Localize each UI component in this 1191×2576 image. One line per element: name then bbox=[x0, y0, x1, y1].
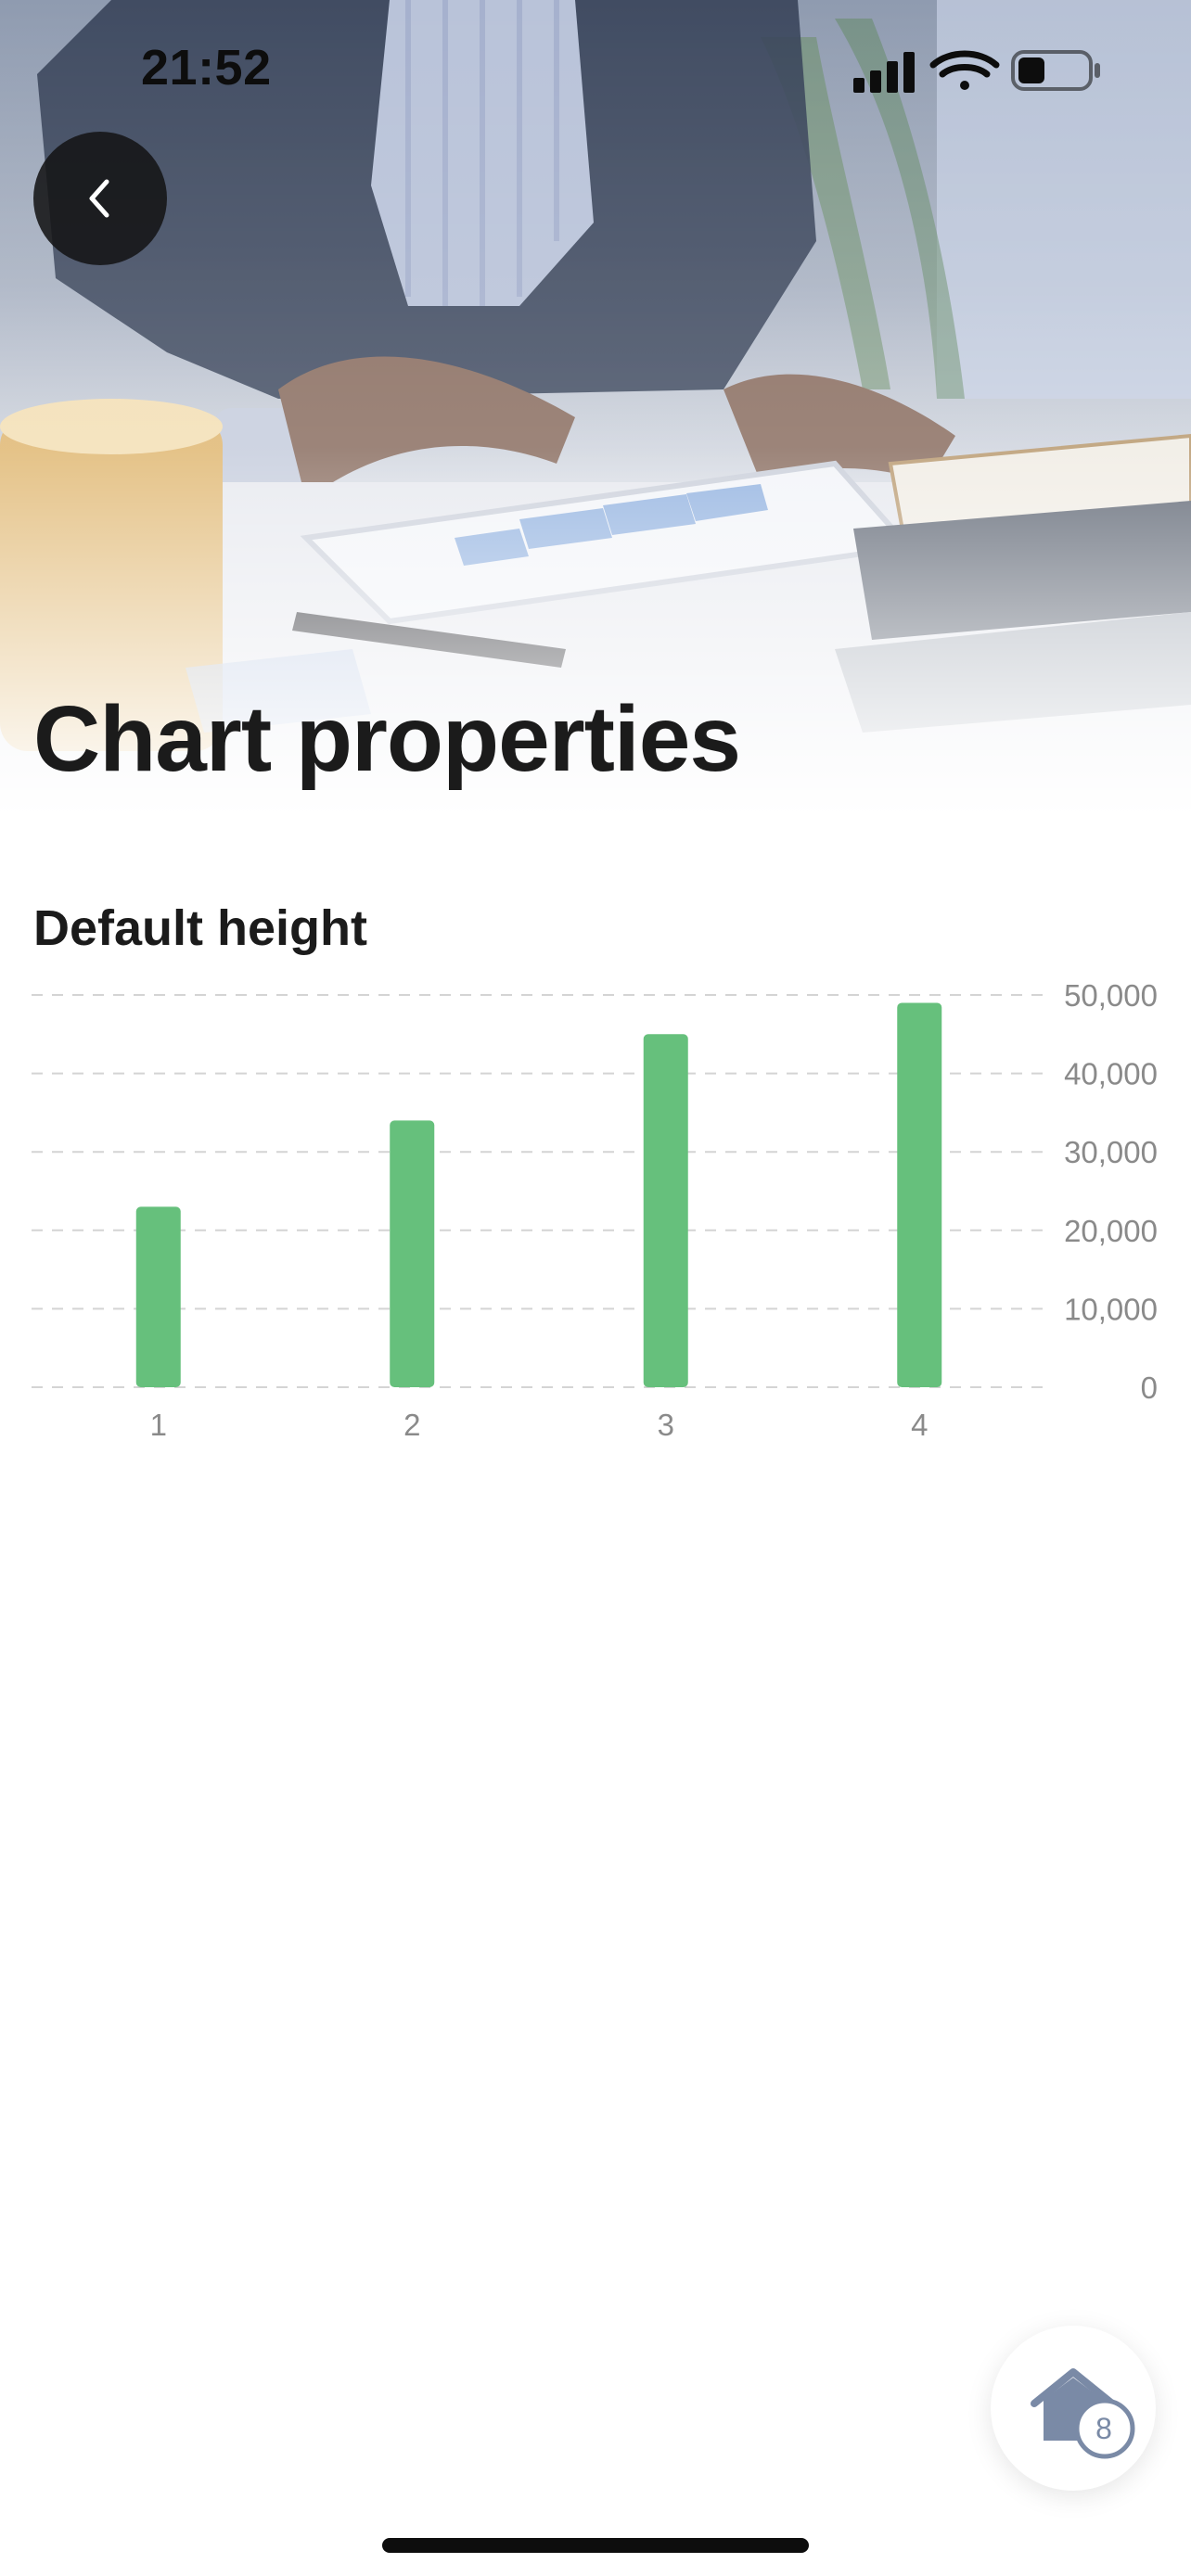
section-title: Default height bbox=[33, 900, 367, 956]
y-tick-label: 0 bbox=[1141, 1371, 1158, 1405]
home-badge-count: 8 bbox=[1095, 2412, 1112, 2445]
x-tick-label: 4 bbox=[911, 1408, 928, 1442]
battery-icon bbox=[1011, 50, 1100, 91]
hero-image: 21:52 Chart properties bbox=[0, 0, 1191, 816]
badge-circle-icon bbox=[1074, 2398, 1135, 2459]
home-indicator bbox=[382, 2538, 809, 2553]
y-tick-label: 40,000 bbox=[1064, 1057, 1158, 1091]
chevron-left-icon bbox=[89, 179, 109, 218]
status-bar: 21:52 bbox=[0, 0, 1191, 139]
status-icons bbox=[853, 50, 1100, 93]
bar bbox=[135, 1206, 181, 1387]
status-time: 21:52 bbox=[141, 40, 272, 96]
bar bbox=[897, 1002, 942, 1387]
back-button[interactable] bbox=[33, 132, 167, 265]
y-tick-label: 30,000 bbox=[1064, 1135, 1158, 1169]
office-photo-illustration bbox=[0, 0, 1191, 816]
cellular-signal-icon bbox=[853, 52, 915, 93]
wifi-icon bbox=[929, 50, 1000, 90]
x-tick-label: 1 bbox=[150, 1408, 167, 1442]
page-title: Chart properties bbox=[33, 687, 741, 791]
x-tick-label: 2 bbox=[403, 1408, 420, 1442]
x-tick-label: 3 bbox=[658, 1408, 674, 1442]
y-tick-label: 50,000 bbox=[1064, 978, 1158, 1013]
y-tick-label: 10,000 bbox=[1064, 1292, 1158, 1326]
bar-chart: 0 10,000 20,000 30,000 40,000 50,000 1 2 3 4 bbox=[0, 964, 1191, 1465]
y-tick-label: 20,000 bbox=[1064, 1214, 1158, 1248]
bar bbox=[643, 1034, 688, 1387]
bar-chart-svg: 0 10,000 20,000 30,000 40,000 50,000 1 2 3 4 bbox=[32, 978, 1158, 1442]
bar bbox=[390, 1120, 435, 1387]
